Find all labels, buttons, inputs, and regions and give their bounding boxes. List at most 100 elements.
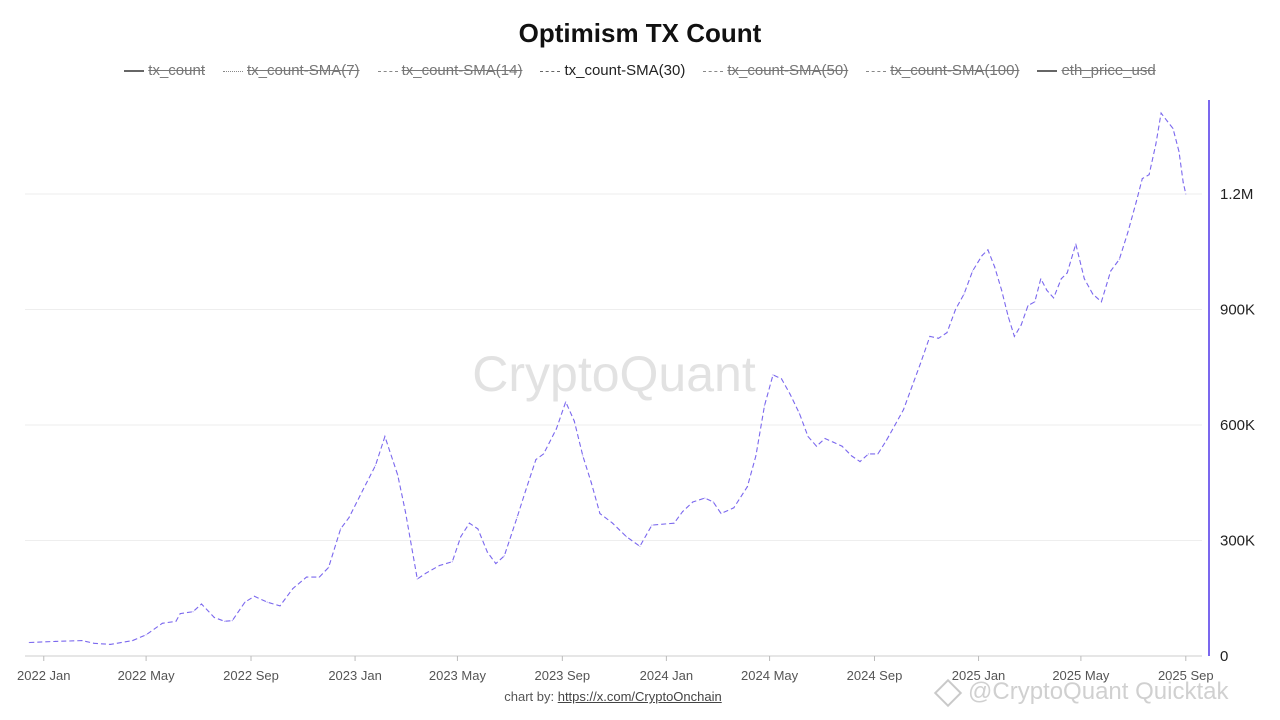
data-point xyxy=(374,464,377,466)
data-point xyxy=(981,255,983,257)
legend-label: eth_price_usd xyxy=(1061,62,1156,79)
y-tick-label: 600K xyxy=(1220,417,1255,434)
data-point xyxy=(746,486,749,488)
legend-swatch xyxy=(866,70,887,72)
y-tick-label: 900K xyxy=(1220,301,1255,318)
data-point xyxy=(673,522,675,524)
data-point xyxy=(318,576,320,578)
data-point xyxy=(704,497,706,499)
data-point xyxy=(894,424,896,426)
data-point xyxy=(292,588,294,590)
data-point xyxy=(1135,201,1137,203)
legend-item-3[interactable]: tx_count-SMA(30) xyxy=(540,62,685,79)
data-point xyxy=(362,489,364,491)
data-point xyxy=(477,528,479,530)
data-point xyxy=(305,576,308,578)
legend-item-1[interactable]: tx_count-SMA(7) xyxy=(223,62,360,79)
data-point xyxy=(867,453,870,455)
series-layer xyxy=(28,111,1187,646)
data-point xyxy=(175,620,177,622)
data-point xyxy=(1092,293,1094,295)
data-point xyxy=(789,393,791,395)
x-tick-label: 2023 Sep xyxy=(534,668,590,683)
data-point xyxy=(824,437,826,440)
data-point xyxy=(404,511,406,513)
data-point xyxy=(682,511,684,513)
x-tick-label: 2024 Jan xyxy=(640,668,694,683)
legend-label: tx_count-SMA(7) xyxy=(247,62,360,79)
legend: tx_count tx_count-SMA(7) tx_count-SMA(14) t… xyxy=(0,62,1280,79)
legend-item-2[interactable]: tx_count-SMA(14) xyxy=(377,62,523,79)
data-point xyxy=(1185,193,1187,195)
data-point xyxy=(972,270,974,272)
tick-labels: 0 300K 600K 900K 1.2M 2022 Jan 2022 May 2022 Se… xyxy=(17,186,1255,683)
watermark-logo: CryptoQuant xyxy=(472,346,756,402)
data-point xyxy=(1155,143,1157,145)
data-point xyxy=(340,528,342,530)
data-point xyxy=(200,603,203,605)
legend-item-4[interactable]: tx_count-SMA(50) xyxy=(703,62,848,79)
data-point xyxy=(885,439,888,441)
data-point xyxy=(1166,120,1168,122)
data-point xyxy=(954,308,957,311)
legend-item-5[interactable]: tx_count-SMA(100) xyxy=(866,62,1019,79)
legend-swatch xyxy=(124,70,145,73)
data-point xyxy=(692,501,694,503)
data-point xyxy=(755,455,757,457)
watermark-quicktake: @CryptoQuant Quicktak xyxy=(933,678,1229,707)
data-point xyxy=(384,435,386,438)
data-point xyxy=(1046,289,1048,291)
data-point xyxy=(946,332,948,334)
data-point xyxy=(213,616,215,619)
data-point xyxy=(859,461,861,463)
legend-item-0[interactable]: tx_count xyxy=(124,62,205,79)
data-point xyxy=(179,613,181,615)
data-point xyxy=(720,512,722,515)
data-point xyxy=(495,563,497,565)
axes xyxy=(25,100,1210,661)
data-point xyxy=(1060,278,1062,280)
data-point xyxy=(231,620,233,622)
legend-label: tx_count-SMA(14) xyxy=(401,62,523,79)
x-tick-label: 2024 May xyxy=(741,668,799,683)
data-point xyxy=(535,459,537,461)
data-point xyxy=(929,335,931,337)
watermark-quicktake-text: @CryptoQuant Quicktak xyxy=(968,678,1229,705)
data-point xyxy=(780,378,783,380)
data-point xyxy=(81,640,83,642)
data-point xyxy=(1100,301,1102,303)
data-point xyxy=(712,501,714,503)
data-point xyxy=(416,578,418,580)
data-point xyxy=(425,572,427,574)
data-point xyxy=(763,405,766,407)
legend-label: tx_count-SMA(50) xyxy=(727,62,849,79)
legend-item-6[interactable]: eth_price_usd xyxy=(1037,62,1156,79)
data-point xyxy=(1178,151,1180,153)
data-point xyxy=(503,555,505,557)
data-point xyxy=(1066,272,1068,274)
legend-swatch xyxy=(703,70,724,72)
data-point xyxy=(348,516,350,519)
data-point xyxy=(161,622,163,624)
data-point xyxy=(486,551,488,553)
x-tick-label: 2023 May xyxy=(429,668,487,683)
data-point xyxy=(582,455,584,457)
legend-swatch xyxy=(377,70,398,72)
data-point xyxy=(1172,127,1174,130)
data-point xyxy=(224,620,226,622)
data-point xyxy=(612,522,614,524)
y-tick-label: 0 xyxy=(1220,648,1228,665)
data-point xyxy=(460,536,462,538)
legend-swatch xyxy=(1037,70,1058,73)
data-point xyxy=(1007,316,1010,318)
chart-title: Optimism TX Count xyxy=(518,18,762,48)
x-tick-label: 2025 May xyxy=(1052,668,1110,683)
credit-link[interactable]: https://x.com/CryptoOnchain xyxy=(557,689,722,704)
data-point xyxy=(1053,297,1055,299)
data-point xyxy=(145,634,147,636)
legend-swatch xyxy=(223,70,244,72)
data-point xyxy=(1110,270,1112,272)
data-point xyxy=(798,412,801,414)
data-point xyxy=(911,385,913,388)
